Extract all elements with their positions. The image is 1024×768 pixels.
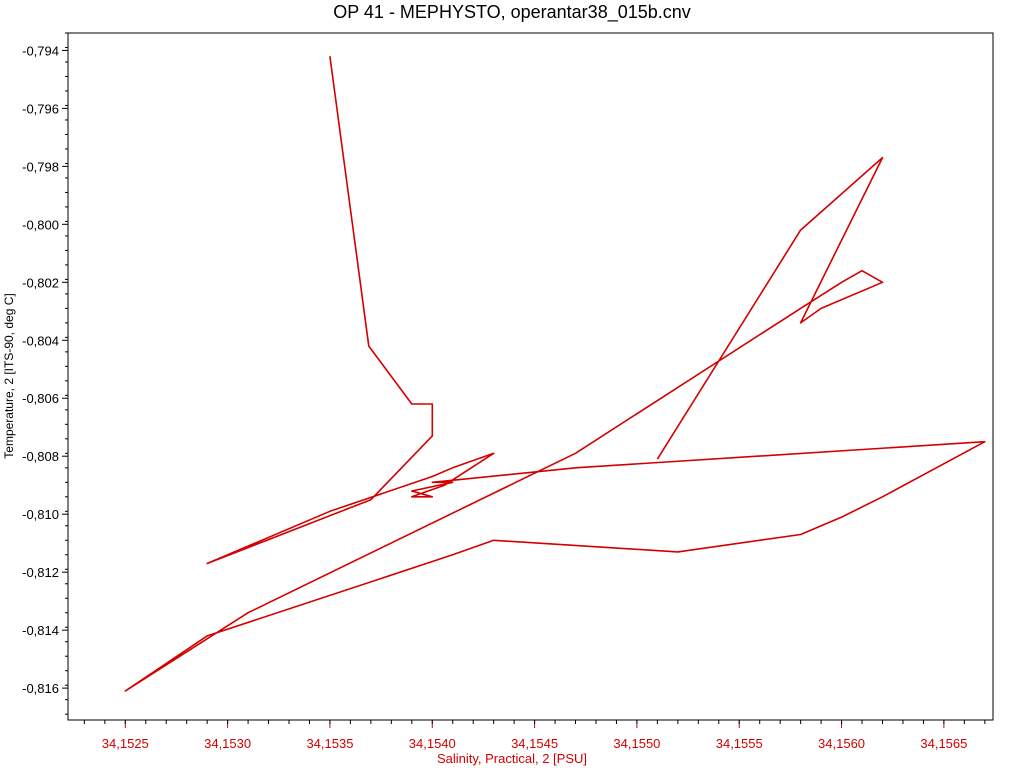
x-tick-label: 34,1530 — [204, 736, 251, 751]
x-tick-label: 34,1565 — [920, 736, 967, 751]
x-tick-label: 34,1525 — [102, 736, 149, 751]
y-tick-label: -0,800 — [22, 217, 59, 232]
y-tick-label: -0,814 — [22, 623, 59, 638]
series-line — [124, 56, 986, 692]
x-tick-label: 34,1535 — [306, 736, 353, 751]
x-tick-label: 34,1560 — [818, 736, 865, 751]
y-tick-label: -0,796 — [22, 101, 59, 116]
x-tick-label: 34,1550 — [613, 736, 660, 751]
y-tick-label: -0,802 — [22, 275, 59, 290]
y-tick-label: -0,810 — [22, 507, 59, 522]
x-tick-label: 34,1555 — [716, 736, 763, 751]
y-tick-label: -0,794 — [22, 43, 59, 58]
y-axis-label: Temperature, 2 [ITS-90, deg C] — [2, 293, 16, 459]
x-tick-label: 34,1540 — [409, 736, 456, 751]
y-tick-label: -0,808 — [22, 449, 59, 464]
y-tick-label: -0,798 — [22, 159, 59, 174]
y-tick-label: -0,806 — [22, 391, 59, 406]
y-tick-label: -0,816 — [22, 681, 59, 696]
y-tick-label: -0,812 — [22, 565, 59, 580]
plot-area — [67, 32, 994, 721]
y-tick-label: -0,804 — [22, 333, 59, 348]
x-axis-label: Salinity, Practical, 2 [PSU] — [436, 751, 588, 766]
x-tick-label: 34,1545 — [511, 736, 558, 751]
chart-title: OP 41 - MEPHYSTO, operantar38_015b.cnv — [333, 2, 691, 22]
